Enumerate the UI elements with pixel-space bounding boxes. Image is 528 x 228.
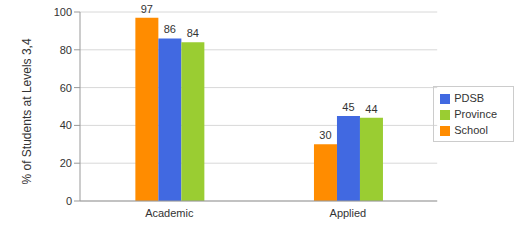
svg-text:45: 45	[342, 101, 354, 113]
svg-text:40: 40	[60, 119, 72, 131]
html-text:Province: Province	[454, 108, 497, 120]
svg-text:30: 30	[319, 129, 331, 141]
svg-text:84: 84	[187, 27, 199, 39]
html-text:PDSB: PDSB	[454, 92, 485, 104]
svg-text:86: 86	[164, 23, 176, 35]
svg-text:Applied: Applied	[330, 207, 367, 219]
svg-text:100: 100	[54, 6, 72, 18]
svg-text:0: 0	[66, 195, 72, 207]
svg-text:Academic: Academic	[145, 207, 194, 219]
svg-text:60: 60	[60, 82, 72, 94]
svg-text:97: 97	[141, 3, 153, 15]
svg-text:44: 44	[365, 103, 377, 115]
svg-text:20: 20	[60, 157, 72, 169]
svg-text:80: 80	[60, 44, 72, 56]
svg-text:% of Students at Levels 3,4: % of Students at Levels 3,4	[20, 38, 34, 184]
html-text:School: School	[454, 124, 488, 136]
